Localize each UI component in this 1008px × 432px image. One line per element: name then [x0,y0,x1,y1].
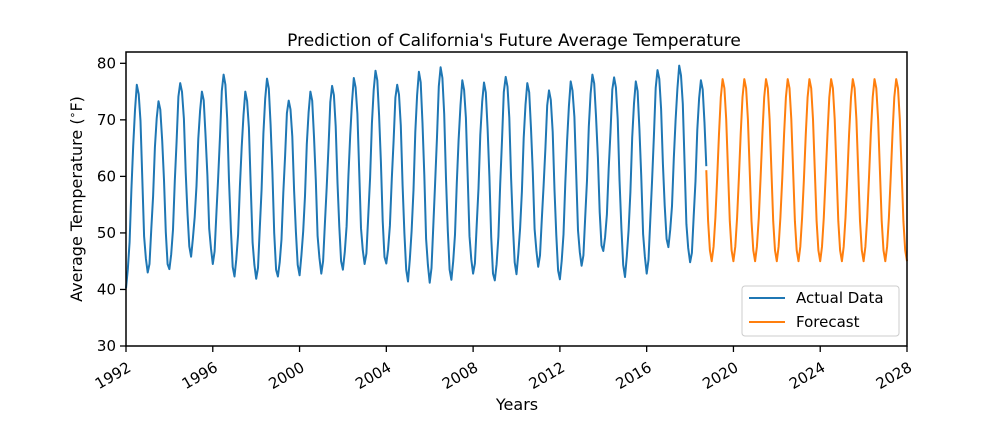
legend-label-actual: Actual Data [796,289,884,307]
x-tick-label: 2012 [526,358,568,393]
x-tick-label: 2004 [352,358,394,393]
legend: Actual Data Forecast [741,285,900,337]
y-tick-label: 80 [97,54,116,72]
legend-label-forecast: Forecast [796,313,860,331]
x-tick-label: 2028 [873,358,915,393]
y-axis: 30 40 50 60 70 80 [97,54,126,355]
y-axis-title-degree: ∘ [66,112,79,119]
x-tick-label: 2020 [699,358,741,393]
chart-title: Prediction of California's Future Averag… [287,31,741,51]
y-tick-label: 50 [97,224,116,242]
x-tick-label: 2000 [265,358,307,393]
y-tick-label: 70 [97,111,116,129]
x-tick-label: 2024 [786,358,828,393]
y-axis-title-unit: F) [67,96,86,111]
x-axis-title: Years [495,395,538,414]
y-tick-label: 60 [97,167,116,185]
plot-lines [125,64,908,289]
x-tick-label: 2008 [439,358,481,393]
x-tick-label: 2016 [613,358,655,393]
series-line-forecast [705,78,908,263]
series-line-actual-data [125,64,708,289]
y-axis-title: Average Temperature (∘F) [66,96,86,302]
y-axis-title-prefix: Average Temperature ( [67,118,86,301]
x-axis: 1992 1996 2000 2004 2008 2012 2016 2020 2024 2028 [92,346,915,393]
y-tick-label: 40 [97,280,116,298]
plot-frame [125,51,908,347]
x-tick-label: 1992 [92,358,134,393]
x-tick-label: 1996 [179,358,221,393]
y-tick-label: 30 [97,337,116,355]
